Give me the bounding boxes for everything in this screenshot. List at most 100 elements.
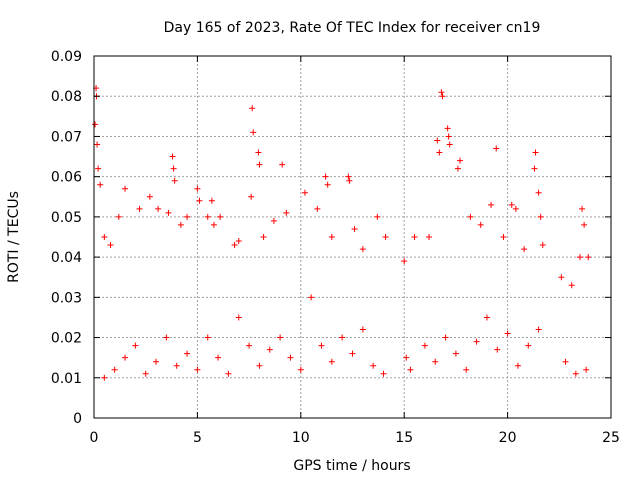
data-point: [92, 121, 99, 128]
data-point: [585, 254, 592, 261]
data-point: [439, 93, 446, 100]
data-point: [467, 213, 474, 220]
data-point: [235, 314, 242, 321]
data-point: [328, 358, 335, 365]
data-point: [532, 149, 539, 156]
data-point: [283, 209, 290, 216]
data-point: [177, 221, 184, 228]
data-point: [531, 165, 538, 172]
data-point: [349, 350, 356, 357]
chart-title: Day 165 of 2023, Rate Of TEC Index for r…: [164, 20, 541, 36]
data-point: [95, 165, 102, 172]
y-tick-label: 0.05: [51, 210, 82, 226]
data-point: [194, 366, 201, 373]
data-point: [107, 242, 114, 249]
data-point: [94, 141, 101, 148]
y-tick-label: 0.06: [51, 170, 82, 186]
data-point: [504, 330, 511, 337]
x-tick-label: 10: [292, 430, 310, 446]
data-point: [314, 205, 321, 212]
data-point: [266, 346, 273, 353]
data-point: [488, 201, 495, 208]
data-point: [217, 213, 224, 220]
data-point: [562, 358, 569, 365]
data-point: [111, 366, 118, 373]
data-point: [568, 282, 575, 289]
data-point: [277, 334, 284, 341]
data-point: [581, 221, 588, 228]
data-point: [210, 221, 217, 228]
y-tick-label: 0.01: [51, 371, 82, 387]
plot-frame: [93, 55, 612, 419]
points-layer: [92, 85, 592, 381]
data-point: [454, 165, 461, 172]
data-point: [457, 157, 464, 164]
data-point: [324, 181, 331, 188]
data-point: [170, 165, 177, 172]
data-point: [165, 209, 172, 216]
data-point: [434, 137, 441, 144]
data-point: [246, 342, 253, 349]
ticks-layer: 0 0.01 0.02 0.03 0.04 0.05 0.06 0.07 0.08 0.09 0 5 1…: [51, 49, 620, 446]
data-point: [255, 149, 262, 156]
data-point: [153, 358, 160, 365]
data-point: [380, 370, 387, 377]
data-point: [308, 294, 315, 301]
data-point: [426, 234, 433, 240]
data-point: [122, 185, 129, 192]
data-point: [477, 221, 484, 228]
data-point: [196, 197, 203, 204]
y-tick-label: 0.03: [51, 290, 82, 306]
data-point: [346, 177, 353, 184]
data-point: [101, 234, 108, 240]
data-point: [256, 362, 263, 369]
data-point: [155, 205, 162, 212]
data-point: [494, 346, 501, 353]
data-point: [403, 354, 410, 361]
y-tick-label: 0.08: [51, 89, 82, 105]
data-point: [142, 370, 149, 377]
data-point: [194, 185, 201, 192]
x-axis-label: GPS time / hours: [293, 458, 410, 474]
data-point: [279, 161, 286, 168]
data-point: [163, 334, 170, 341]
data-point: [572, 370, 579, 377]
data-point: [576, 254, 583, 261]
data-point: [370, 362, 377, 369]
data-point: [579, 205, 586, 212]
data-point: [208, 197, 215, 204]
data-point: [287, 354, 294, 361]
data-point: [250, 129, 257, 136]
y-tick-label: 0.02: [51, 331, 82, 347]
data-point: [463, 366, 470, 373]
data-point: [322, 173, 329, 180]
data-point: [411, 234, 418, 240]
y-tick-label: 0.04: [51, 250, 82, 266]
data-point: [508, 201, 515, 208]
data-point: [583, 366, 590, 373]
data-point: [512, 205, 519, 212]
data-point: [225, 370, 232, 377]
data-point: [173, 362, 180, 369]
data-point: [436, 149, 443, 156]
data-point: [421, 342, 428, 349]
data-point: [115, 213, 122, 220]
data-point: [297, 366, 304, 373]
data-point: [345, 173, 352, 180]
data-point: [184, 350, 191, 357]
data-point: [351, 225, 358, 232]
data-point: [535, 326, 542, 333]
data-point: [122, 354, 129, 361]
data-point: [452, 350, 459, 357]
x-tick-label: 25: [602, 430, 620, 446]
y-tick-label: 0.07: [51, 129, 82, 145]
data-point: [539, 242, 546, 249]
data-point: [339, 334, 346, 341]
data-point: [521, 246, 528, 253]
data-point: [97, 181, 104, 188]
data-point: [169, 153, 176, 160]
data-point: [318, 342, 325, 349]
data-point: [146, 193, 153, 200]
data-point: [248, 193, 255, 200]
